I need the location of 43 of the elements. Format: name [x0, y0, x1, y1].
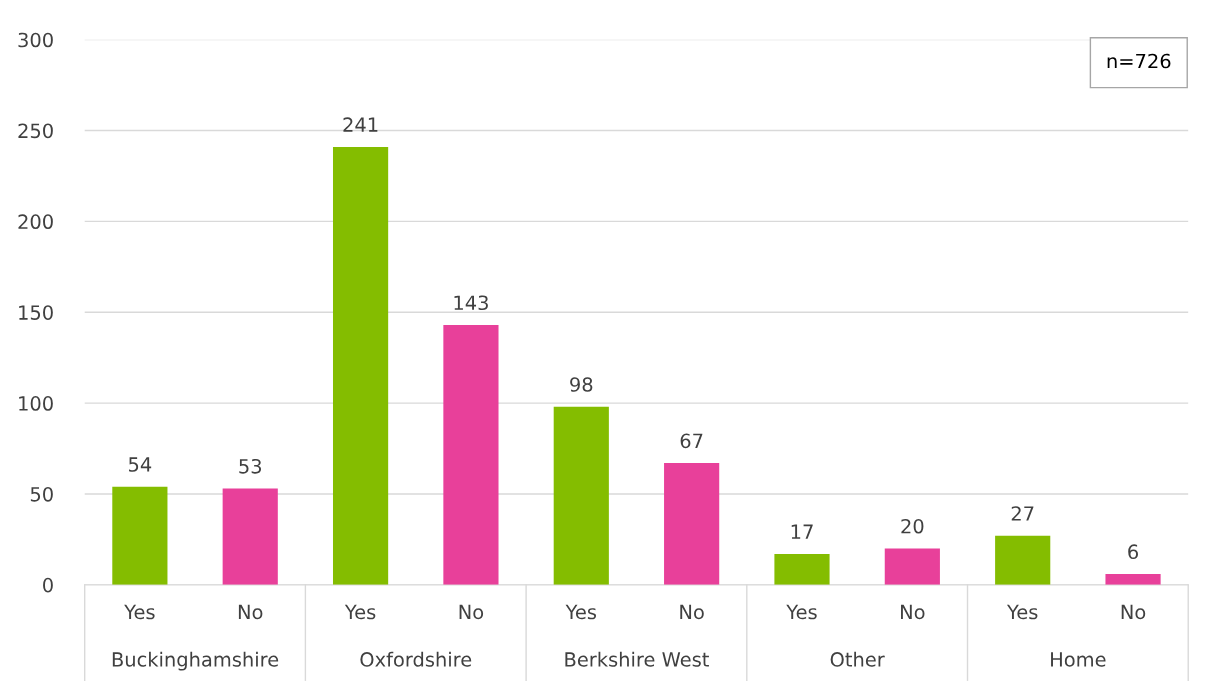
bar — [1105, 573, 1161, 585]
bar — [664, 463, 720, 585]
y-tick-label: 0 — [43, 577, 53, 593]
bar — [553, 406, 609, 585]
x-tick-label: No — [459, 604, 484, 620]
text: Berkshire West — [565, 651, 709, 667]
text: Oxfordshire — [360, 651, 472, 667]
data-label: 20 — [901, 518, 924, 534]
data-label: 6 — [1128, 544, 1139, 560]
y-tick-label: 300 — [18, 32, 53, 48]
x-tick-label: Yes — [565, 604, 597, 620]
bar — [774, 553, 830, 585]
x-tick-label: Yes — [124, 604, 155, 620]
y-tick-label: 150 — [19, 305, 53, 320]
annotation: n=726 — [1107, 53, 1171, 69]
x-tick-label: Yes — [1006, 604, 1038, 620]
y-tick-label: 200 — [18, 214, 53, 230]
bar — [884, 548, 940, 585]
text: Other — [830, 651, 885, 667]
bar — [112, 486, 168, 585]
text: Buckinghamshire — [112, 651, 279, 671]
data-label: 143 — [454, 295, 488, 311]
data-label: 54 — [129, 457, 152, 472]
data-label: 27 — [1011, 506, 1034, 521]
y-tick-label: 50 — [30, 486, 53, 502]
x-tick-label: No — [1121, 604, 1146, 620]
x-tick-label: Yes — [786, 604, 817, 620]
y-tick-label: 250 — [18, 123, 53, 139]
x-tick-label: No — [238, 604, 263, 620]
data-label: 67 — [680, 433, 703, 449]
bar — [443, 324, 499, 585]
x-tick-label: No — [901, 604, 925, 620]
data-label: 98 — [570, 377, 593, 392]
bar — [332, 146, 389, 585]
x-tick-label: Yes — [344, 604, 376, 620]
bar — [995, 535, 1051, 585]
text: Home — [1051, 652, 1106, 667]
data-label: 241 — [343, 117, 378, 132]
data-label: 17 — [791, 524, 813, 539]
x-tick-label: No — [680, 604, 704, 620]
bar — [222, 488, 278, 585]
y-tick-label: 100 — [19, 396, 53, 411]
data-label: 53 — [239, 458, 262, 474]
